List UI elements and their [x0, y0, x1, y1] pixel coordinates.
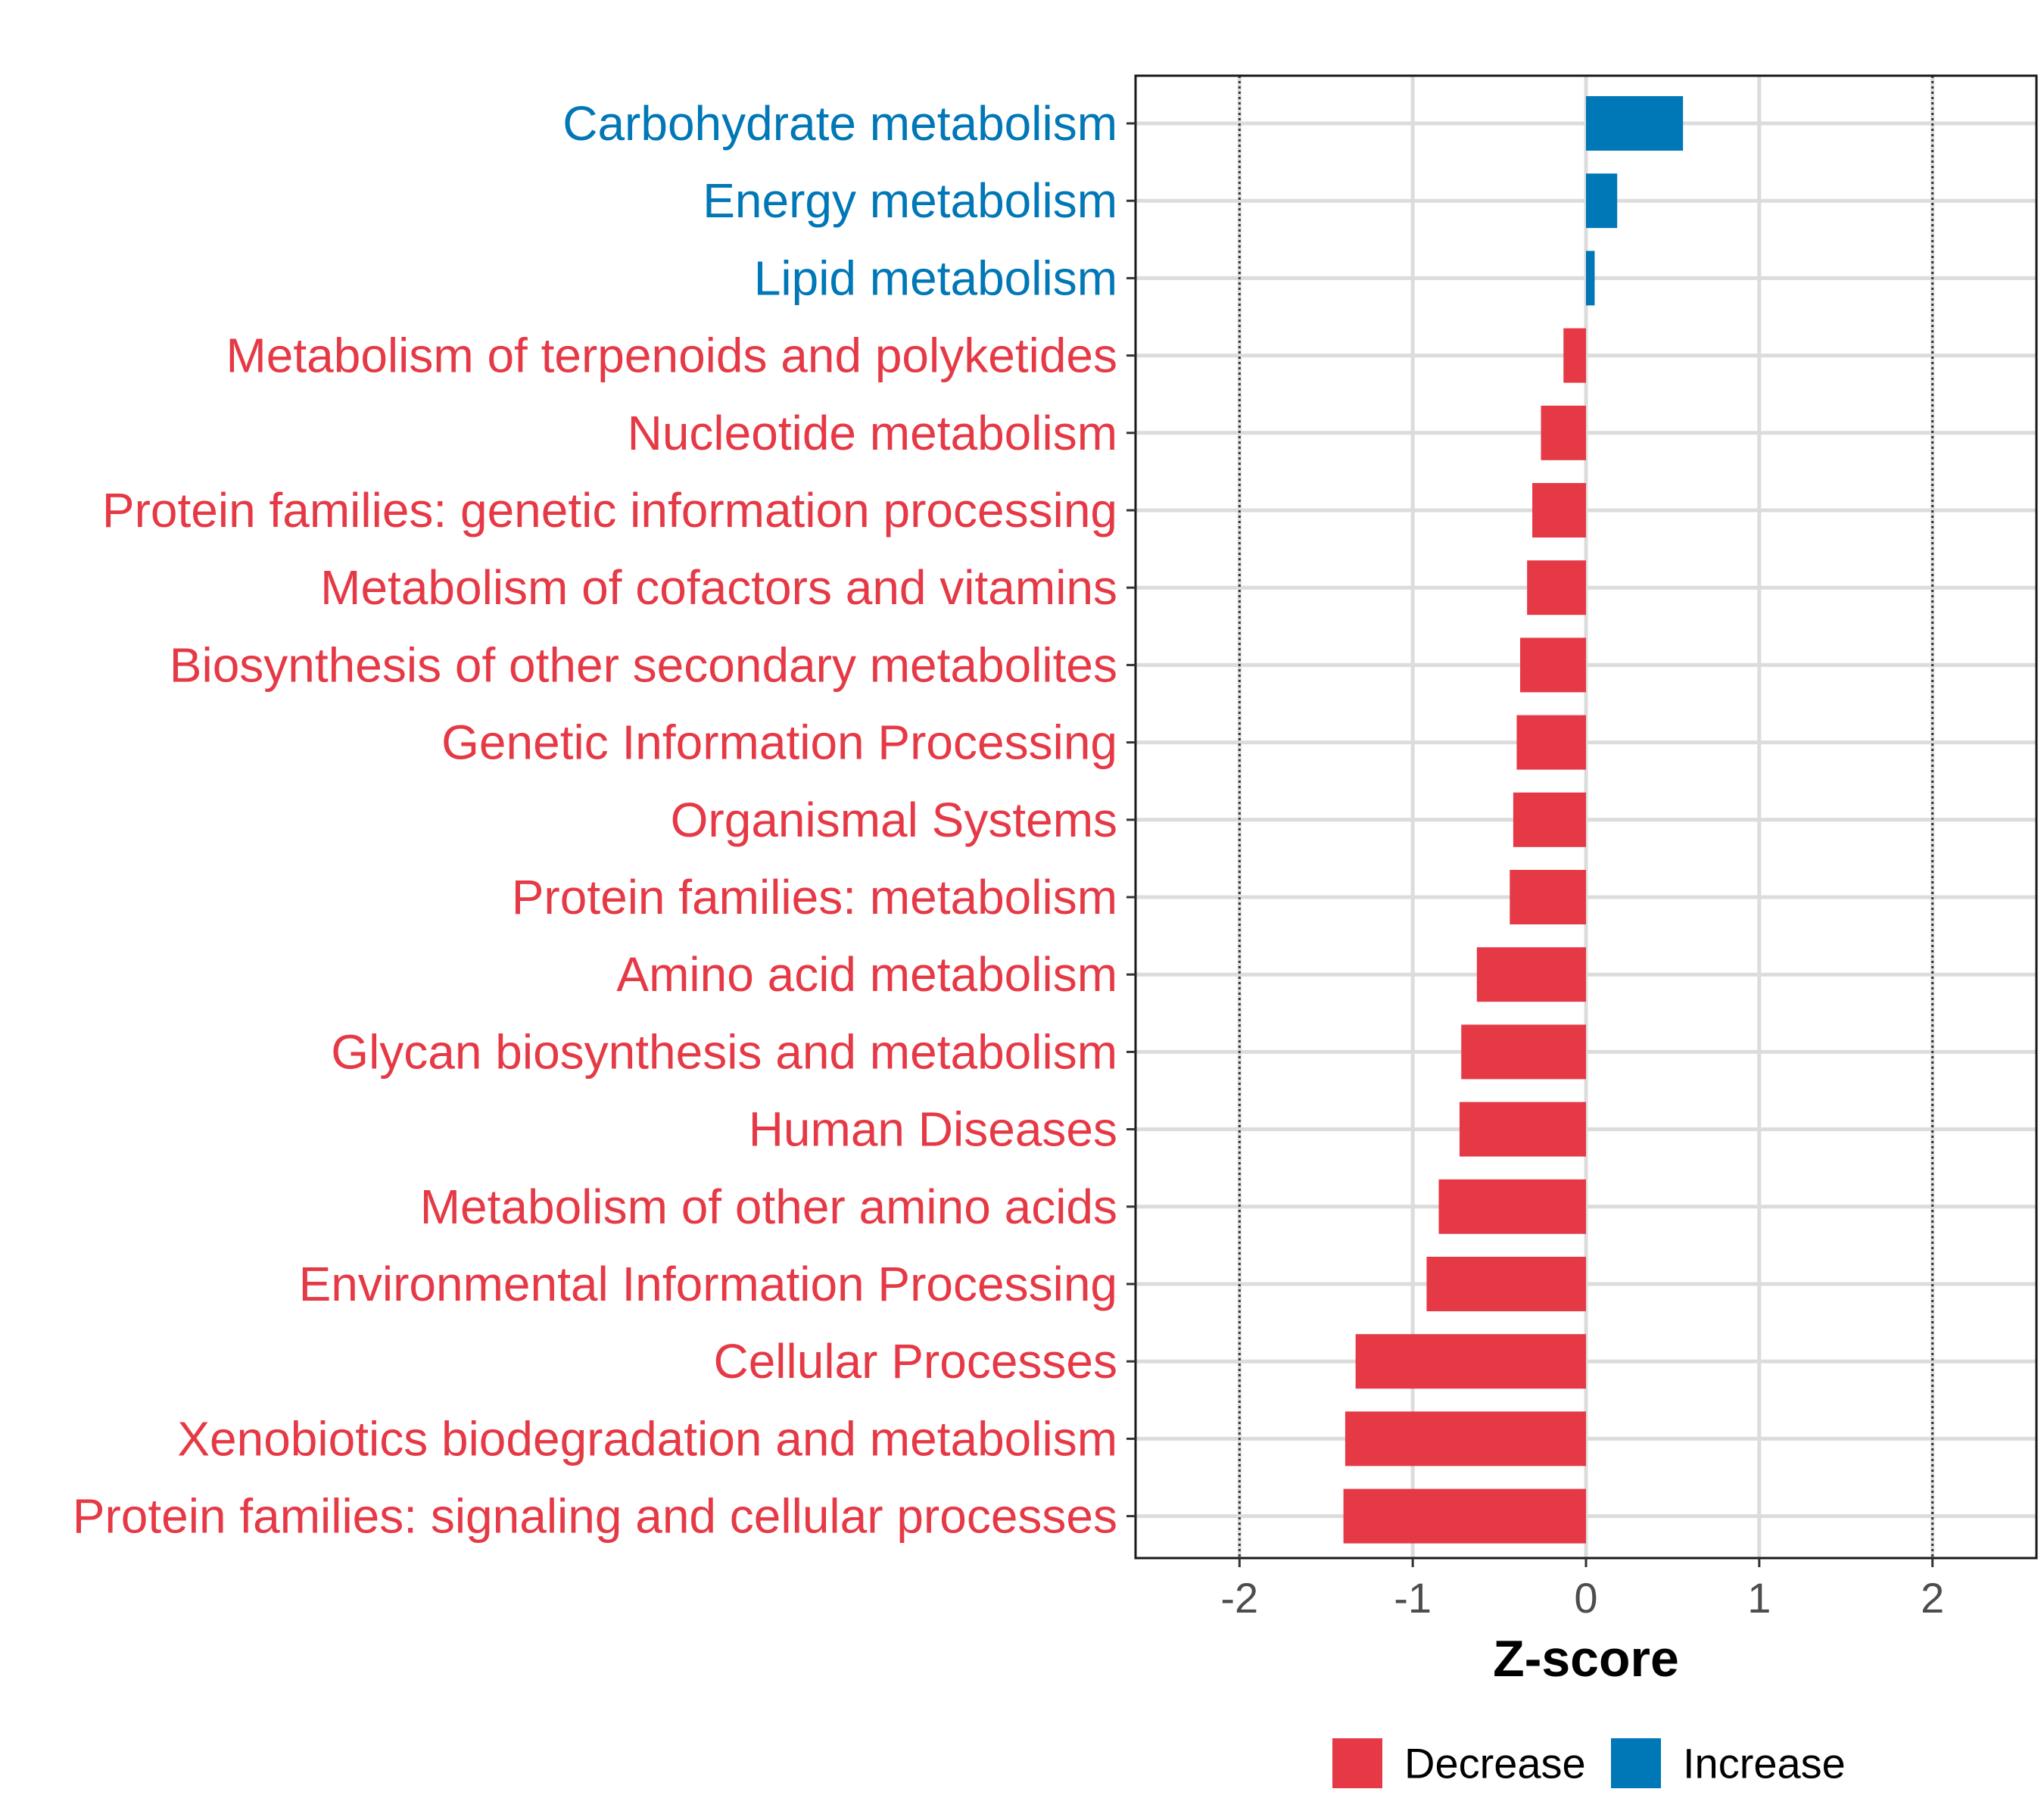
category-label: Protein families: metabolism [512, 870, 1117, 924]
bar [1426, 1257, 1586, 1311]
category-label: Biosynthesis of other secondary metaboli… [170, 637, 1117, 692]
x-axis-ticks [1238, 1558, 1934, 1567]
category-label: Lipid metabolism [754, 251, 1117, 305]
x-tick-label: 2 [1921, 1574, 1944, 1622]
category-label: Cellular Processes [713, 1334, 1117, 1388]
category-label: Genetic Information Processing [441, 715, 1117, 770]
x-tick-label: -2 [1220, 1574, 1258, 1622]
category-label: Nucleotide metabolism [628, 406, 1117, 460]
bar [1355, 1334, 1586, 1389]
legend: Decrease Increase [1332, 1738, 1846, 1788]
category-label: Protein families: genetic information pr… [102, 483, 1117, 538]
reference-lines [1238, 76, 1934, 1558]
bar [1516, 715, 1586, 770]
bars [1343, 96, 1684, 1544]
bar [1527, 560, 1586, 616]
category-label: Glycan biosynthesis and metabolism [331, 1024, 1117, 1079]
category-label: Protein families: signaling and cellular… [73, 1489, 1117, 1544]
bar [1586, 173, 1618, 229]
category-label: Metabolism of terpenoids and polyketides [226, 329, 1117, 383]
bar [1510, 870, 1586, 924]
category-label: Amino acid metabolism [616, 947, 1117, 1002]
y-axis-ticks [1126, 122, 1136, 1518]
x-axis-tick-labels: -2 -1 0 1 2 [1220, 1574, 1944, 1622]
category-label: Carbohydrate metabolism [562, 96, 1117, 151]
bar [1520, 637, 1586, 693]
bar [1344, 1411, 1586, 1466]
x-tick-label: 1 [1747, 1574, 1771, 1622]
category-label: Environmental Information Processing [299, 1257, 1117, 1311]
bar [1476, 947, 1586, 1002]
bar [1586, 96, 1684, 151]
legend-swatch [1611, 1738, 1661, 1788]
bar [1438, 1179, 1586, 1234]
category-label: Energy metabolism [703, 173, 1117, 228]
bar [1532, 483, 1586, 538]
category-label: Human Diseases [749, 1102, 1117, 1157]
x-axis-title: Z-score [1493, 1630, 1679, 1688]
legend-swatch [1332, 1738, 1382, 1788]
bar [1563, 328, 1586, 383]
category-label: Metabolism of cofactors and vitamins [320, 560, 1117, 615]
category-label: Metabolism of other amino acids [420, 1180, 1117, 1234]
category-label: Xenobiotics biodegradation and metabolis… [177, 1411, 1117, 1466]
bar [1513, 792, 1586, 847]
y-axis-labels: Carbohydrate metabolism Energy metabolism… [73, 96, 1117, 1544]
bar [1343, 1488, 1586, 1544]
legend-label: Increase [1683, 1740, 1846, 1787]
x-tick-label: -1 [1394, 1574, 1432, 1622]
category-label: Organismal Systems [671, 793, 1117, 847]
x-tick-label: 0 [1574, 1574, 1597, 1622]
bar [1461, 1024, 1586, 1080]
legend-label: Decrease [1404, 1740, 1586, 1787]
bar [1459, 1102, 1586, 1157]
bar [1541, 405, 1586, 460]
bar [1586, 251, 1595, 306]
